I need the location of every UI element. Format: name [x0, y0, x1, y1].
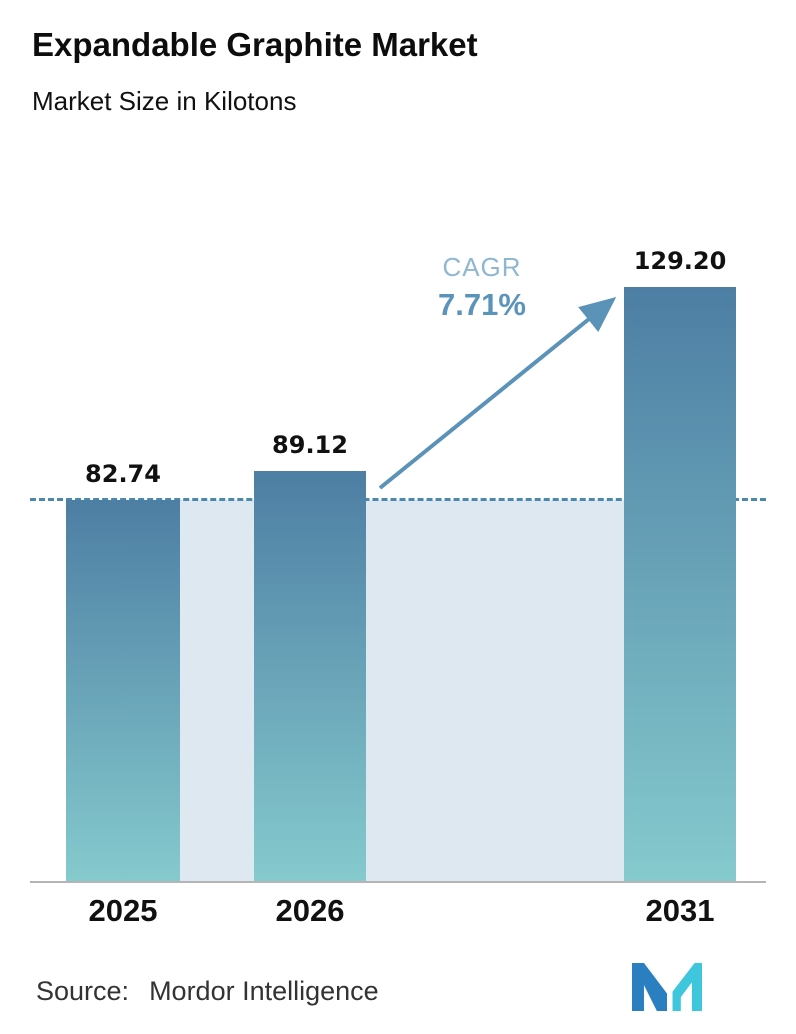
cagr-value: 7.71% [438, 287, 526, 322]
chart-title: Expandable Graphite Market [32, 26, 478, 63]
source-value: Mordor Intelligence [149, 976, 379, 1006]
bar-value-2026: 89.12 [272, 431, 348, 460]
x-label-2031: 2031 [645, 893, 715, 928]
bar-2025 [66, 500, 180, 881]
reference-dashed-line [30, 498, 766, 502]
source-note: Source: Mordor Intelligence [36, 976, 379, 1007]
cagr-label: CAGR [442, 252, 522, 282]
mordor-intelligence-logo [632, 963, 702, 1011]
bar-value-2031: 129.20 [633, 246, 727, 275]
bar-2031 [624, 286, 736, 881]
x-label-2025: 2025 [88, 893, 158, 928]
chart-subtitle: Market Size in Kilotons [32, 86, 297, 116]
bar-value-2025: 82.74 [85, 460, 161, 489]
x-label-2026: 2026 [275, 893, 345, 928]
bar-2026 [254, 471, 366, 881]
x-axis-line [30, 881, 766, 883]
source-label: Source: [36, 976, 130, 1006]
